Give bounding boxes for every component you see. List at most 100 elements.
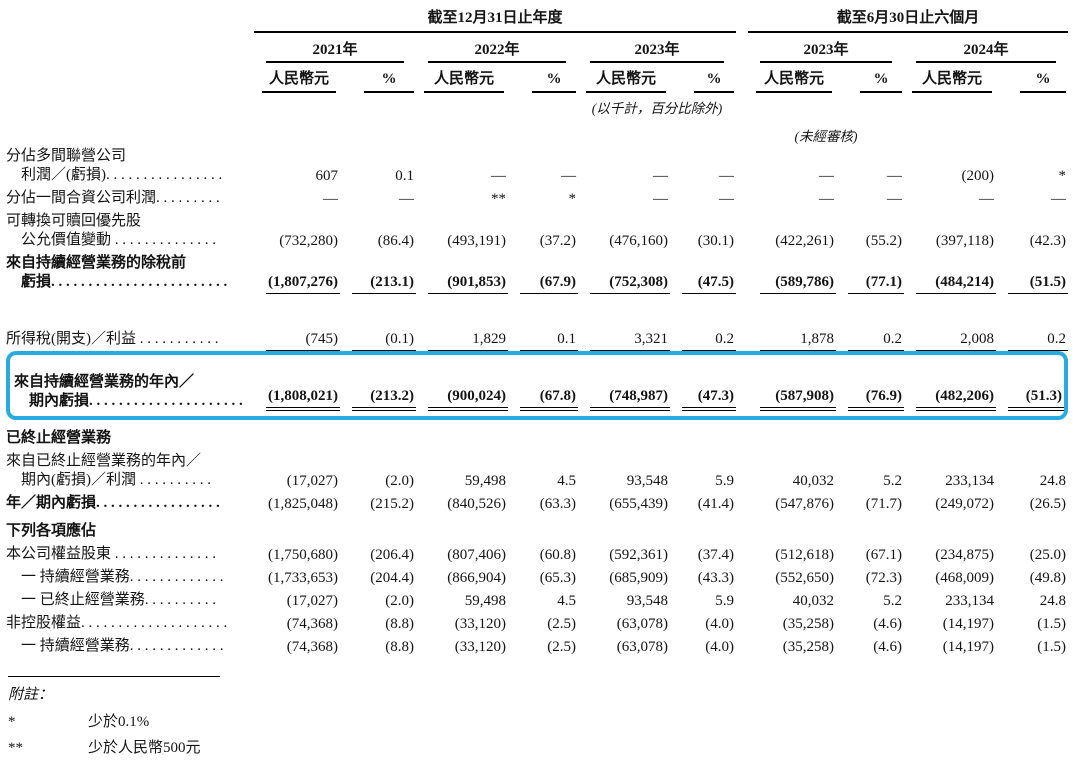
year-2023: 2023年: [578, 33, 736, 63]
cell-value: [578, 515, 670, 543]
cell-value: —: [887, 191, 903, 207]
column-gap: [736, 420, 748, 450]
cell-value: (1,808,021): [254, 351, 340, 420]
cell-value: (493,191): [447, 233, 506, 249]
unaudited-note-row: (未經審核): [6, 117, 1068, 145]
cell-value: (482,206): [904, 351, 997, 420]
cell-value: (685,909): [609, 570, 668, 586]
cell-value: (55.2): [865, 233, 903, 249]
cell-value: 3,321: [578, 294, 670, 351]
spacer: [6, 117, 748, 145]
cell-value: (2.0): [385, 593, 414, 609]
cell-value: 607: [315, 168, 339, 184]
cell-value: (468,009): [935, 570, 995, 586]
column-gap: [736, 33, 748, 63]
cell-value: (0.1): [340, 294, 416, 351]
cell-value: (49.8): [1029, 570, 1067, 586]
cell-value: 93,548: [626, 473, 668, 489]
cell-value: [416, 420, 508, 450]
footnote-divider: [8, 676, 220, 677]
table-row: 下列各項應佔: [6, 515, 1068, 543]
cell-value: (1,750,680): [268, 547, 338, 563]
column-gap: [736, 187, 748, 210]
cell-value: 233,134: [945, 473, 995, 489]
cell-value: [508, 420, 578, 450]
row-label: 所得稅(開支)／利益 . . . . . . . . . . .: [6, 331, 219, 347]
cell-value: —: [887, 168, 903, 184]
cell-value: (42.3): [1029, 233, 1067, 249]
col-rmb: 人民幣元: [748, 63, 836, 93]
cell-value: 93,548: [626, 593, 668, 609]
col-rmb: 人民幣元: [904, 63, 996, 93]
row-label: 已終止經營業務: [6, 430, 112, 446]
column-gap: [736, 93, 748, 117]
row-label: 年／期內虧損. . . . . . . . . . . . . . . . .: [6, 495, 220, 511]
table-row: 年／期內虧損. . . . . . . . . . . . . . . . . (…: [6, 492, 1068, 515]
financial-table: 截至12月31日止年度 截至6月30日止六個月 2021年 2022年 2023…: [6, 4, 1069, 658]
cell-value: (65.3): [539, 570, 576, 586]
cell-value: 0.2: [670, 294, 737, 351]
cell-value: (51.3): [996, 351, 1069, 420]
column-gap: [736, 543, 748, 566]
units-note: (以千計，百分比除外): [591, 101, 723, 116]
cell-value: [996, 515, 1068, 543]
cell-value: (67.1): [865, 547, 903, 563]
year-2023-interim: 2023年: [748, 33, 904, 63]
spacer: [904, 117, 1068, 145]
table-row: 分佔多間聯營公司 利潤／(虧損). . . . . . . . . . . . …: [6, 145, 1068, 187]
cell-value: [904, 420, 996, 450]
cell-value: [836, 515, 904, 543]
cell-value: (17,027): [286, 593, 338, 609]
row-label: 本公司權益股東 . . . . . . . . . . . . . .: [6, 546, 217, 562]
cell-value: (30.1): [697, 233, 735, 249]
column-gap: [736, 566, 748, 589]
table-row: 分佔一間合資公司利潤. . . . . . . . . — — ** * — — — — — —: [6, 187, 1068, 210]
cell-value: (1,825,048): [268, 496, 338, 512]
cell-value: (14,197): [942, 639, 995, 655]
col-rmb: 人民幣元: [578, 63, 670, 93]
cell-value: —: [819, 168, 835, 184]
col-rmb: 人民幣元: [416, 63, 508, 93]
year-2024-interim: 2024年: [904, 33, 1068, 63]
cell-value: (4.6): [873, 616, 903, 632]
cell-value: [836, 420, 904, 450]
cell-value: (2.5): [547, 639, 576, 655]
cell-value: (213.2): [340, 351, 416, 420]
cell-value: 233,134: [945, 593, 995, 609]
cell-value: 24.8: [1039, 593, 1067, 609]
cell-value: (213.1): [340, 252, 416, 294]
cell-value: (422,261): [775, 233, 835, 249]
year-2021: 2021年: [254, 33, 416, 63]
cell-value: (901,853): [416, 252, 508, 294]
cell-value: (35,258): [782, 639, 835, 655]
cell-value: (592,361): [609, 547, 668, 563]
cell-value: (33,120): [454, 616, 506, 632]
cell-value: (67.8): [508, 351, 578, 420]
cell-value: (655,439): [609, 496, 668, 512]
cell-value: (77.1): [836, 252, 905, 294]
table-row: 非控股權益. . . . . . . . . . . . . . . . . .…: [6, 612, 1068, 635]
cell-value: (51.5): [996, 252, 1069, 294]
cell-value: (1,733,653): [268, 570, 338, 586]
cell-value: —: [653, 191, 668, 207]
col-pct: %: [508, 63, 578, 93]
column-gap: [736, 145, 748, 187]
cell-value: (17,027): [286, 473, 338, 489]
row-label: 可轉換可贖回優先股 公允價值變動 . . . . . . . . . . . .…: [6, 213, 217, 248]
cell-value: (43.3): [697, 570, 735, 586]
column-gap: [736, 589, 748, 612]
cell-value: (200): [961, 168, 995, 184]
cell-value: —: [323, 191, 338, 207]
column-gap: [736, 252, 748, 294]
cell-value: (76.9): [836, 351, 905, 420]
cell-value: (866,904): [447, 570, 506, 586]
cell-value: 0.1: [395, 168, 414, 184]
table-header: 截至12月31日止年度 截至6月30日止六個月 2021年 2022年 2023…: [6, 4, 1069, 145]
cell-value: (2.5): [547, 616, 576, 632]
cell-value: (807,406): [447, 547, 506, 563]
cell-value: —: [719, 191, 735, 207]
row-label: 下列各項應佔: [6, 523, 97, 539]
table-row: 來自持續經營業務的年內／ 期內虧損. . . . . . . . . . . .…: [6, 351, 1069, 420]
cell-value: [748, 420, 836, 450]
